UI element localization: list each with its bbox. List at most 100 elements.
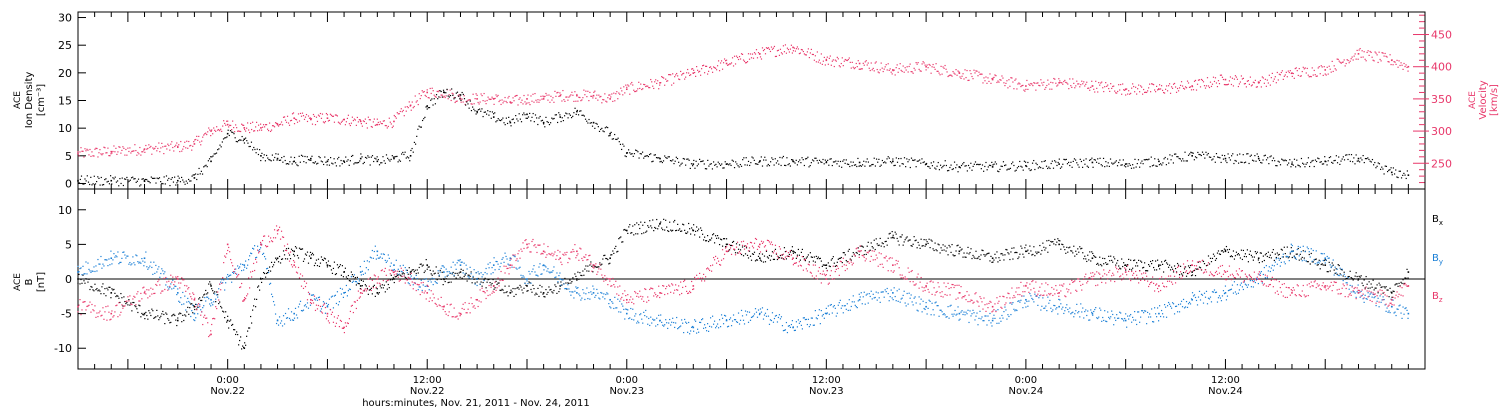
- velocity-point: [1111, 87, 1113, 90]
- velocity-point: [390, 123, 392, 125]
- velocity-point: [448, 94, 450, 96]
- bx-point: [1080, 248, 1082, 250]
- velocity-point: [1075, 85, 1077, 87]
- density-point: [715, 163, 717, 165]
- velocity-point: [700, 74, 702, 76]
- velocity-point: [196, 135, 198, 137]
- velocity-point: [1245, 86, 1247, 88]
- by-point: [293, 312, 295, 315]
- bx-point: [1281, 249, 1283, 251]
- by-point: [444, 276, 446, 278]
- bx-point: [782, 258, 785, 260]
- density-point: [548, 123, 551, 126]
- velocity-point: [733, 55, 736, 57]
- bx-point: [311, 252, 314, 254]
- bx-point: [241, 348, 243, 350]
- velocity-point: [857, 60, 859, 62]
- bx-point: [958, 253, 960, 255]
- bx-point: [832, 256, 834, 258]
- density-point: [77, 180, 79, 183]
- velocity-point: [1054, 78, 1056, 80]
- density-point: [447, 95, 449, 97]
- density-point: [976, 163, 978, 166]
- velocity-point: [1295, 67, 1297, 69]
- density-point: [426, 108, 428, 110]
- density-point: [835, 160, 837, 162]
- bx-point: [214, 291, 216, 293]
- density-point: [645, 155, 647, 157]
- density-point: [91, 184, 93, 186]
- bx-point: [1155, 260, 1157, 262]
- bx-point: [1116, 262, 1118, 264]
- density-point: [716, 166, 718, 168]
- density-point: [664, 155, 666, 157]
- bx-point: [521, 289, 523, 291]
- density-point: [998, 171, 1000, 173]
- density-point: [773, 164, 775, 166]
- bx-point: [581, 274, 583, 277]
- by-point: [143, 257, 146, 260]
- bx-point: [130, 302, 132, 304]
- density-point: [350, 155, 353, 158]
- density-point: [473, 108, 475, 110]
- density-point: [240, 139, 242, 141]
- velocity-point: [1396, 59, 1398, 61]
- velocity-point: [708, 66, 711, 69]
- density-point: [210, 156, 212, 158]
- velocity-point: [542, 98, 545, 100]
- velocity-point: [393, 114, 395, 117]
- bx-point: [1014, 252, 1016, 254]
- density-point: [172, 181, 175, 183]
- density-point: [1220, 161, 1222, 164]
- bx-point: [1407, 277, 1409, 279]
- bx-point: [374, 295, 376, 297]
- bx-point: [1122, 265, 1124, 268]
- density-point: [735, 161, 737, 163]
- velocity-point: [815, 61, 817, 63]
- velocity-point: [1199, 86, 1202, 88]
- bx-point: [1030, 250, 1032, 252]
- bx-point: [974, 257, 976, 259]
- bx-point: [1247, 261, 1249, 263]
- bx-point: [496, 283, 498, 286]
- bx-point: [993, 259, 995, 261]
- bx-point: [1025, 244, 1027, 246]
- density-point: [978, 164, 980, 166]
- density-point: [380, 162, 382, 164]
- density-point: [1376, 165, 1378, 167]
- bx-point: [1289, 253, 1291, 255]
- by-point: [435, 282, 437, 284]
- velocity-point: [1100, 82, 1102, 84]
- density-point: [143, 179, 145, 181]
- velocity-point: [78, 155, 80, 157]
- bx-point: [409, 273, 411, 275]
- by-point: [363, 260, 365, 262]
- velocity-point: [899, 63, 901, 65]
- density-point: [941, 167, 943, 169]
- by-point: [492, 272, 494, 274]
- by-point: [446, 271, 448, 273]
- velocity-point: [994, 74, 996, 76]
- velocity-point: [1255, 86, 1257, 88]
- by-point: [494, 269, 496, 271]
- velocity-point: [412, 107, 414, 109]
- bx-point: [244, 342, 246, 344]
- bx-point: [149, 312, 151, 314]
- density-point: [1370, 161, 1372, 163]
- by-point: [368, 261, 370, 263]
- density-point: [463, 98, 466, 100]
- density-point: [675, 156, 677, 158]
- density-point: [796, 164, 798, 166]
- bx-point: [171, 315, 173, 317]
- density-point: [347, 159, 349, 161]
- velocity-point: [565, 96, 567, 98]
- bx-point: [1310, 252, 1312, 255]
- bx-point: [104, 288, 106, 290]
- bx-point: [459, 276, 461, 278]
- bx-point: [355, 284, 357, 286]
- bx-point: [1153, 266, 1155, 269]
- velocity-point: [1166, 90, 1169, 92]
- velocity-point: [697, 69, 699, 71]
- velocity-point: [869, 69, 871, 72]
- velocity-point: [427, 96, 429, 99]
